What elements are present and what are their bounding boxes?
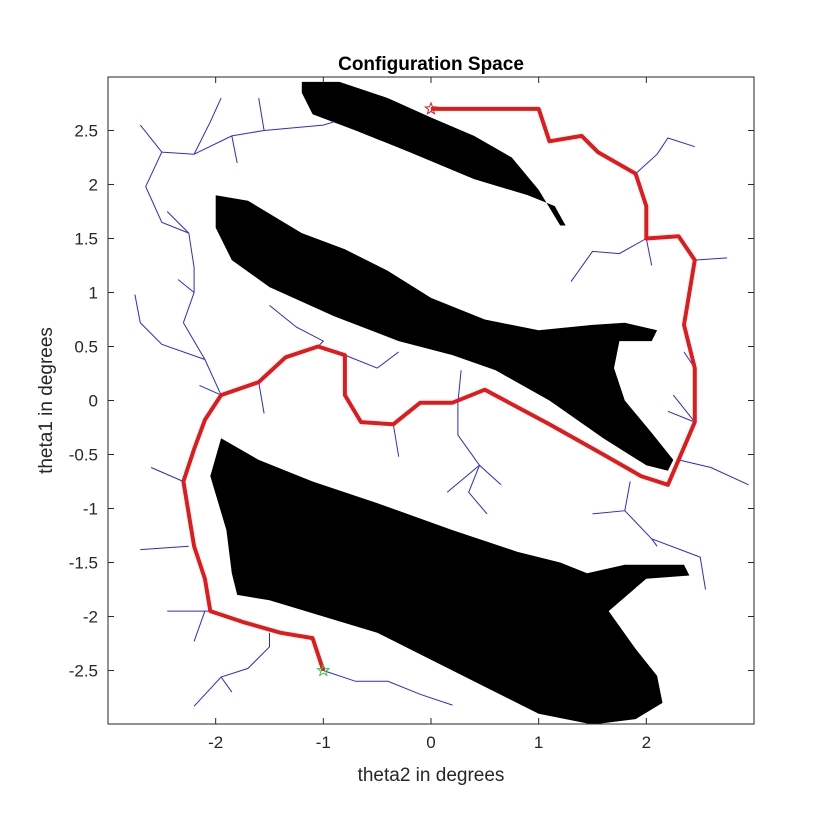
x-axis-label: theta2 in degrees — [358, 765, 505, 786]
tree-edge — [344, 351, 400, 369]
tree-edge — [139, 124, 189, 234]
tree-edge — [231, 135, 238, 163]
y-axis-label: theta1 in degrees — [36, 327, 57, 474]
tree-edge — [193, 610, 206, 642]
tick-layer: -2 -1 0 1 2 -2.5 -2 -1.5 -1 -0.5 0 0.5 1 1.5 2 2.5 — [69, 77, 754, 752]
tree-edge — [570, 238, 647, 282]
tree-edge — [678, 459, 749, 486]
tree-edge — [468, 465, 488, 515]
tree-edge — [624, 510, 706, 590]
start-star-marker — [316, 663, 331, 677]
y-tick-label: -2 — [83, 608, 98, 627]
tree-edge — [150, 467, 184, 482]
tree-edge — [667, 410, 695, 423]
tree-edge — [457, 370, 462, 403]
tree-edge — [193, 632, 270, 707]
obstacle-region — [210, 438, 690, 725]
tree-edge — [651, 538, 658, 547]
y-tick-label: 0.5 — [74, 337, 98, 356]
marker-layer — [316, 101, 439, 677]
solution-path — [181, 106, 697, 672]
plot-area — [134, 81, 749, 725]
tree-edge — [161, 97, 222, 155]
x-tick-label: -2 — [208, 733, 223, 752]
y-tick-label: -1 — [83, 500, 98, 519]
tree-edge — [140, 545, 189, 551]
tree-edge — [694, 257, 728, 261]
tree-edge — [392, 424, 400, 457]
tree-edge — [269, 305, 325, 347]
tree-edge — [672, 394, 696, 423]
x-tick-label: -1 — [316, 733, 331, 752]
tree-edge — [446, 464, 480, 493]
tree-edge — [199, 384, 222, 396]
chart-title: Configuration Space — [338, 54, 524, 75]
tree-edge — [323, 670, 453, 706]
x-tick-label: 0 — [426, 733, 435, 752]
tree-edge — [220, 676, 233, 693]
tree-edge — [264, 121, 335, 131]
y-tick-label: 1 — [89, 283, 98, 302]
tree-edge — [635, 137, 695, 175]
x-tick-label: 1 — [534, 733, 543, 752]
goal-star-marker — [423, 101, 439, 115]
obstacle-layer — [210, 81, 690, 725]
path-layer — [181, 106, 697, 672]
obstacle-region — [301, 81, 566, 226]
tree-edge — [645, 238, 653, 266]
tree-edge — [258, 382, 265, 414]
tree-edge — [193, 98, 265, 155]
y-tick-label: 2.5 — [74, 121, 98, 140]
tree-edge — [457, 402, 502, 486]
y-tick-label: 1.5 — [74, 229, 98, 248]
tree-layer — [134, 97, 749, 707]
y-tick-label: -1.5 — [69, 554, 98, 573]
y-tick-label: -2.5 — [69, 662, 98, 681]
x-tick-label: 2 — [642, 733, 651, 752]
tree-edge — [166, 211, 195, 293]
y-tick-label: 0 — [89, 392, 98, 411]
obstacle-region — [215, 195, 674, 471]
y-tick-label: -0.5 — [69, 446, 98, 465]
y-tick-label: 2 — [89, 175, 98, 194]
tree-edge — [134, 294, 206, 360]
